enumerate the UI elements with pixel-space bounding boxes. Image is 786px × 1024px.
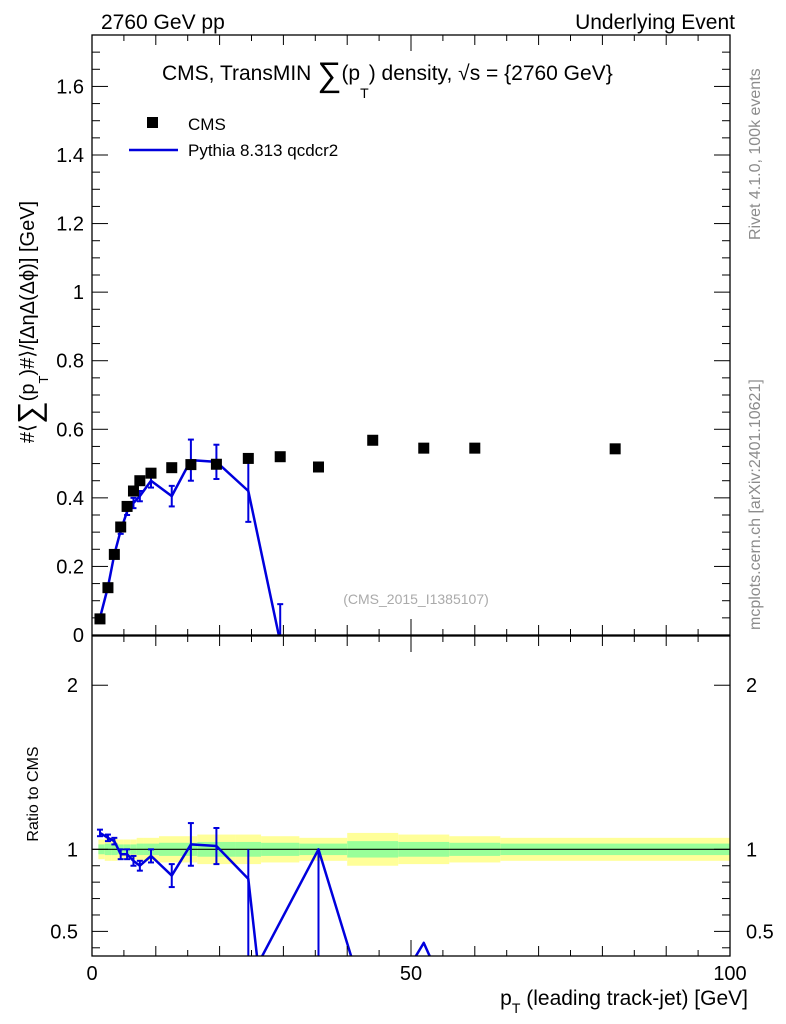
cms-data-point (127, 485, 139, 497)
y-tick-label: 1.4 (56, 145, 84, 167)
y-tick-label: 0.2 (56, 556, 84, 578)
ratio-y-tick-label: 0.5 (50, 921, 78, 943)
ratio-y-tick-label-right: 1 (746, 839, 757, 861)
y-tick-label: 0 (73, 625, 84, 647)
ratio-y-tick-label-right: 0.5 (746, 921, 774, 943)
main-title-lead: CMS, TransMIN (162, 62, 317, 85)
y-tick-label: 0.8 (56, 351, 84, 373)
cms-data-point (115, 521, 127, 533)
cms-data-point (166, 462, 178, 474)
main-ylabel-sum: ∑ (11, 401, 47, 424)
ratio-data-layer (96, 822, 432, 956)
y-tick-label: 1 (73, 282, 84, 304)
main-axis-ticks: 0 0.2 0.4 0.6 0.8 1 1.2 1.4 1.6 (56, 34, 731, 647)
cms-data-point (469, 442, 481, 454)
ratio-frame (91, 635, 731, 957)
ratio-xlabel-lead: p (500, 987, 512, 1010)
header-right-label: Underlying Event (575, 11, 735, 34)
y-tick-label: 1.6 (56, 76, 84, 98)
y-tick-label: 0.6 (56, 419, 84, 441)
cms-data-point (418, 442, 430, 454)
cms-data-point (609, 443, 621, 455)
legend-label-cms: CMS (188, 115, 226, 134)
main-ylabel-lead: #⟨ (17, 424, 39, 443)
ratio-mc-line (99, 831, 432, 956)
cms-data-point (367, 434, 379, 446)
main-ylabel: #⟨∑(pT)#⟩/[ΔηΔ(Δϕ)] [GeV] (11, 201, 51, 443)
watermark: (CMS_2015_I1385107) (343, 591, 489, 607)
rivet-label: Rivet 4.1.0, 100k events (747, 68, 764, 240)
legend-marker-cms (147, 117, 158, 128)
main-title-pt: (p (341, 62, 360, 85)
cms-data-point (312, 461, 324, 473)
cms-data-point (274, 451, 286, 463)
mcplots-label: mcplots.cern.ch [arXiv:2401.10621] (747, 379, 764, 630)
y-tick-label: 0.4 (56, 488, 84, 510)
ratio-xlabel-tail: (leading track-jet) [GeV] (520, 987, 748, 1010)
main-title: CMS, TransMIN ∑(pT) density, √s = {2760 … (162, 56, 613, 101)
cms-data-point (145, 467, 157, 479)
main-data-layer (94, 434, 621, 635)
ratio-y-tick-label-right: 2 (746, 675, 757, 697)
main-ylabel-tail: )#⟩/[ΔηΔ(Δϕ)] [GeV] (17, 201, 39, 376)
cms-data-point (94, 613, 106, 625)
legend: CMS Pythia 8.313 qcdcr2 (129, 115, 338, 160)
cms-data-point (102, 582, 114, 594)
header-left-label: 2760 GeV pp (101, 11, 225, 34)
main-title-sub: T (360, 85, 369, 101)
cms-data-point (134, 475, 146, 487)
cms-data-point (121, 500, 133, 512)
main-title-tail: ) density, √s = {2760 GeV} (369, 62, 613, 85)
main-ylabel-sub: T (36, 376, 51, 384)
x-tick-label: 50 (400, 963, 422, 985)
ratio-ylabel: Ratio to CMS (25, 746, 42, 841)
x-tick-label: 0 (86, 963, 97, 985)
ratio-xlabel: pT (leading track-jet) [GeV] (500, 987, 748, 1016)
ratio-xlabel-sub: T (512, 1000, 521, 1016)
ratio-y-tick-label: 1 (67, 839, 78, 861)
cms-data-point (242, 452, 254, 464)
legend-label-pythia: Pythia 8.313 qcdcr2 (188, 141, 338, 160)
main-title-sum: ∑ (317, 56, 341, 94)
y-tick-label: 1.2 (56, 214, 84, 236)
cms-data-point (185, 459, 197, 471)
mc-line (98, 458, 281, 635)
main-ylabel-pt: (p (17, 384, 39, 402)
cms-data-point (108, 548, 120, 560)
ratio-y-tick-label: 2 (67, 675, 78, 697)
cms-data-point (210, 458, 222, 470)
x-tick-label: 100 (713, 963, 746, 985)
